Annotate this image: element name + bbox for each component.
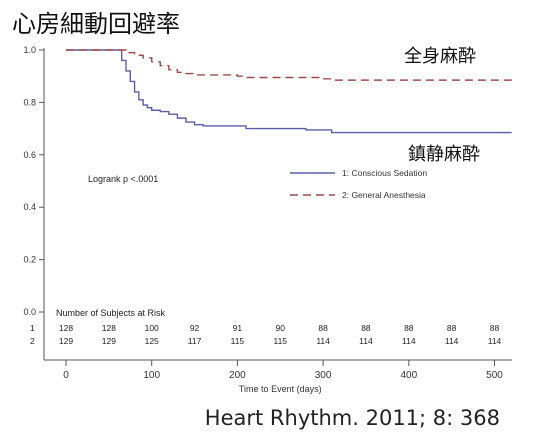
risk-cell: 114 xyxy=(402,336,416,346)
risk-cell: 128 xyxy=(59,323,73,333)
risk-cell: 88 xyxy=(404,323,414,333)
risk-cell: 115 xyxy=(273,336,287,346)
y-tick-label: 0.6 xyxy=(23,150,36,160)
risk-cell: 114 xyxy=(445,336,459,346)
chart-axes xyxy=(43,48,512,361)
risk-row-label: 1 xyxy=(30,323,35,333)
risk-cell: 91 xyxy=(233,323,243,333)
series-line-1 xyxy=(66,49,512,134)
y-tick-label: 1.0 xyxy=(23,45,36,55)
logrank-annotation: Logrank p <.0001 xyxy=(88,174,158,184)
x-tick-label: 400 xyxy=(400,370,417,381)
risk-table: Number of Subjects at Risk 1 128 128 100 92 91… xyxy=(30,308,502,346)
citation: Heart Rhythm. 2011; 8: 368 xyxy=(204,406,500,430)
risk-cell: 114 xyxy=(316,336,330,346)
x-tick-label: 0 xyxy=(63,370,69,381)
y-tick-label: 0.4 xyxy=(23,202,36,212)
page-title: 心房細動回避率 xyxy=(12,10,180,38)
annotation-general-anesthesia: 全身麻酔 xyxy=(404,46,476,67)
risk-cell: 92 xyxy=(190,323,200,333)
risk-cell: 129 xyxy=(102,336,116,346)
x-axis-title: Time to Event (days) xyxy=(239,384,322,394)
risk-cell: 88 xyxy=(318,323,328,333)
chart-series-lines xyxy=(66,49,512,134)
y-tick-label: 0.2 xyxy=(23,255,36,265)
risk-cell: 100 xyxy=(145,323,159,333)
risk-cell: 125 xyxy=(145,336,159,346)
y-tick-label: 0.8 xyxy=(23,97,36,107)
x-tick-label: 500 xyxy=(486,370,503,381)
x-tick-label: 200 xyxy=(229,370,246,381)
risk-cell: 88 xyxy=(490,323,500,333)
risk-table-title: Number of Subjects at Risk xyxy=(56,308,166,318)
risk-cell: 88 xyxy=(361,323,371,333)
x-tick-label: 300 xyxy=(315,370,332,381)
risk-cell: 114 xyxy=(488,336,502,346)
legend-label-2: 2: General Anesthesia xyxy=(342,190,426,200)
risk-cell: 129 xyxy=(59,336,73,346)
risk-cell: 117 xyxy=(188,336,202,346)
risk-cell: 90 xyxy=(276,323,286,333)
legend-label-1: 1: Conscious Sedation xyxy=(342,168,427,178)
chart-ticks: 0.0 0.2 0.4 0.6 0.8 1.0 0 100 200 300 400 500 Time t… xyxy=(23,45,503,394)
risk-row-label: 2 xyxy=(30,336,35,346)
risk-cell: 115 xyxy=(231,336,245,346)
y-tick-label: 0.0 xyxy=(23,307,36,317)
chart-legend: 1: Conscious Sedation 2: General Anesthes… xyxy=(290,168,427,200)
risk-cell: 88 xyxy=(447,323,457,333)
risk-cell: 114 xyxy=(359,336,373,346)
risk-cell: 128 xyxy=(102,323,116,333)
x-tick-label: 100 xyxy=(143,370,160,381)
annotation-conscious-sedation: 鎮静麻酔 xyxy=(408,144,480,165)
